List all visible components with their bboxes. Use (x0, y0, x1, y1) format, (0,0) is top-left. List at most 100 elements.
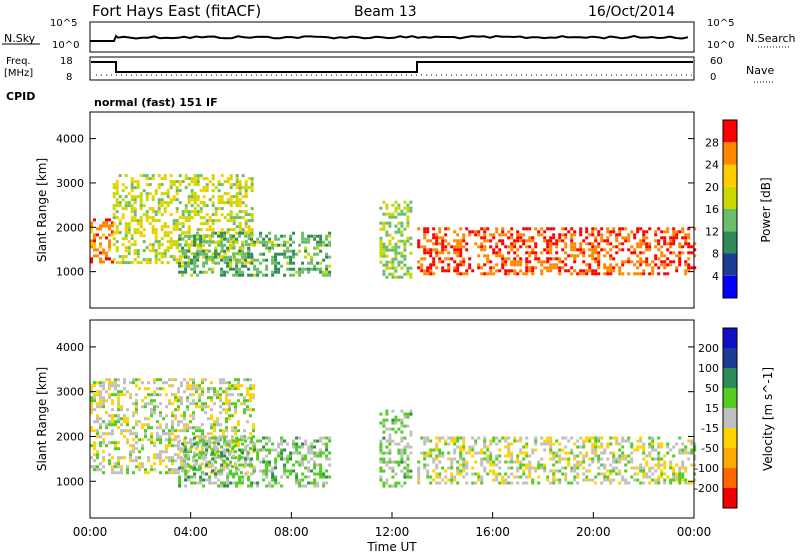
echo-cell (184, 472, 188, 476)
echo-cell (211, 174, 215, 178)
echo-cell (450, 460, 454, 464)
echo-cell (102, 233, 105, 237)
echo-cell (105, 426, 108, 430)
echo-cell (639, 245, 643, 249)
echo-cell (244, 457, 248, 461)
echo-cell (432, 460, 436, 464)
echo-cell (301, 478, 305, 482)
echo-cell (187, 234, 191, 238)
echo-cell (144, 432, 147, 436)
echo-cell (234, 402, 237, 406)
echo-cell (684, 263, 688, 267)
echo-cell (229, 264, 233, 268)
echo-cell (225, 390, 228, 394)
echo-cell (112, 204, 116, 208)
echo-cell (585, 454, 589, 458)
echo-cell (198, 429, 201, 433)
echo-cell (141, 462, 144, 466)
echo-cell (645, 236, 649, 240)
echo-cell (564, 251, 568, 255)
echo-cell (391, 203, 395, 207)
echo-cell (199, 174, 203, 178)
echo-cell (681, 442, 685, 446)
echo-cell (567, 463, 571, 467)
echo-cell (477, 451, 481, 455)
echo-cell (136, 228, 140, 232)
nave-tick-high: 60 (710, 56, 723, 67)
echo-cell (201, 390, 204, 394)
echo-cell (112, 183, 116, 187)
echo-cell (223, 448, 227, 452)
echo-cell (193, 174, 197, 178)
echo-cell (453, 439, 457, 443)
echo-cell (135, 399, 138, 403)
echo-cell (591, 457, 595, 461)
echo-cell (639, 251, 643, 255)
echo-cell (133, 195, 137, 199)
echo-cell (304, 237, 308, 241)
echo-cell (150, 411, 153, 415)
echo-cell (570, 248, 574, 252)
echo-cell (247, 273, 251, 277)
echo-cell (684, 451, 688, 455)
echo-cell (391, 236, 395, 240)
echo-cell (618, 481, 622, 485)
echo-cell (192, 381, 195, 385)
echo-cell (459, 472, 463, 476)
echo-cell (522, 457, 526, 461)
echo-cell (606, 266, 610, 270)
echo-cell (165, 465, 168, 469)
echo-cell (301, 234, 305, 238)
echo-cell (612, 257, 616, 261)
echo-cell (237, 420, 240, 424)
echo-cell (184, 264, 188, 268)
echo-cell (642, 239, 646, 243)
echo-cell (516, 466, 520, 470)
echo-cell (127, 225, 131, 229)
echo-cell (432, 478, 436, 482)
echo-cell (207, 462, 210, 466)
echo-cell (93, 468, 96, 472)
echo-cell (118, 201, 122, 205)
echo-cell (379, 245, 383, 249)
echo-cell (504, 233, 508, 237)
echo-cell (171, 378, 174, 382)
echo-cell (600, 436, 604, 440)
echo-cell (603, 248, 607, 252)
echo-cell (190, 475, 194, 479)
echo-cell (120, 417, 123, 421)
echo-cell (210, 381, 213, 385)
echo-cell (150, 465, 153, 469)
echo-cell (603, 239, 607, 243)
echo-cell (202, 234, 206, 238)
echo-cell (175, 210, 179, 214)
echo-cell (534, 251, 538, 255)
echo-cell (274, 243, 278, 247)
echo-cell (429, 454, 433, 458)
echo-cell (450, 245, 454, 249)
echo-cell (115, 216, 119, 220)
echo-cell (265, 267, 269, 271)
echo-cell (579, 436, 583, 440)
echo-cell (265, 484, 269, 488)
y-tick-label: 1000 (56, 475, 84, 488)
echo-cell (519, 269, 523, 273)
echo-cell (211, 204, 215, 208)
echo-cell (522, 272, 526, 276)
echo-cell (253, 258, 257, 262)
echo-cell (438, 460, 442, 464)
echo-cell (459, 239, 463, 243)
echo-cell (567, 481, 571, 485)
echo-cell (196, 213, 200, 217)
echo-cell (510, 472, 514, 476)
echo-cell (246, 453, 249, 457)
echo-cell (558, 454, 562, 458)
colorbar-tick-label: 16 (705, 203, 719, 216)
echo-cell (126, 471, 129, 475)
echo-cell (459, 457, 463, 461)
echo-cell (96, 450, 99, 454)
echo-cell (280, 439, 284, 443)
echo-cell (241, 478, 245, 482)
echo-cell (555, 257, 559, 261)
echo-cell (618, 242, 622, 246)
